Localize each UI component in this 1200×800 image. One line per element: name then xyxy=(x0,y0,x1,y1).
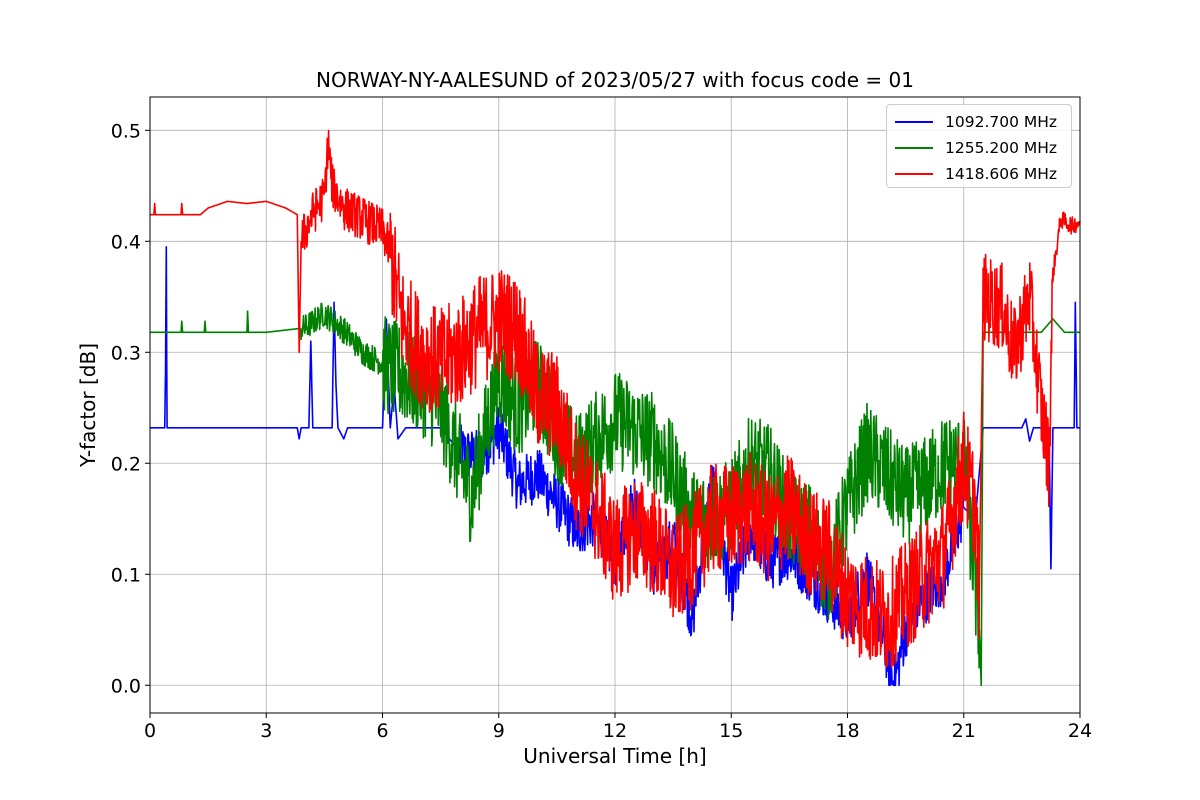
x-tick-label: 15 xyxy=(719,720,743,742)
axis-ticks: 0 3 6 9 12 15 18 21 24 0.0 0.1 0.2 0.3 0.4 0.5 xyxy=(111,120,1092,742)
y-tick-label: 0.2 xyxy=(111,453,141,475)
x-tick-label: 24 xyxy=(1068,720,1092,742)
legend-item-1255: 1255.200 MHz xyxy=(895,135,1063,161)
series-line-2 xyxy=(149,129,1081,668)
y-tick-label: 0.3 xyxy=(111,342,141,364)
legend-swatch-green xyxy=(895,147,933,149)
x-tick-label: 0 xyxy=(144,720,156,742)
x-axis-label: Universal Time [h] xyxy=(523,744,707,768)
legend-swatch-red xyxy=(895,173,933,175)
legend-item-1418: 1418.606 MHz xyxy=(895,161,1063,187)
x-tick-label: 3 xyxy=(260,720,272,742)
y-tick-label: 0.4 xyxy=(111,231,141,253)
y-tick-label: 0.0 xyxy=(111,675,141,697)
x-tick-label: 6 xyxy=(376,720,388,742)
legend-swatch-blue xyxy=(895,121,933,123)
legend-item-1092: 1092.700 MHz xyxy=(895,109,1063,135)
x-tick-label: 12 xyxy=(603,720,627,742)
x-tick-label: 18 xyxy=(835,720,859,742)
y-tick-label: 0.5 xyxy=(111,120,141,142)
series-lines xyxy=(149,129,1081,687)
y-axis-label: Y-factor [dB] xyxy=(76,342,100,468)
x-tick-label: 21 xyxy=(952,720,976,742)
series-line-1 xyxy=(149,302,1081,687)
x-tick-label: 9 xyxy=(493,720,505,742)
legend: 1092.700 MHz 1255.200 MHz 1418.606 MHz xyxy=(886,104,1072,188)
legend-label-1255: 1255.200 MHz xyxy=(945,139,1058,157)
y-tick-label: 0.1 xyxy=(111,564,141,586)
legend-label-1092: 1092.700 MHz xyxy=(945,113,1058,131)
legend-label-1418: 1418.606 MHz xyxy=(945,165,1058,183)
chart-title: NORWAY-NY-AALESUND of 2023/05/27 with fo… xyxy=(316,68,914,92)
